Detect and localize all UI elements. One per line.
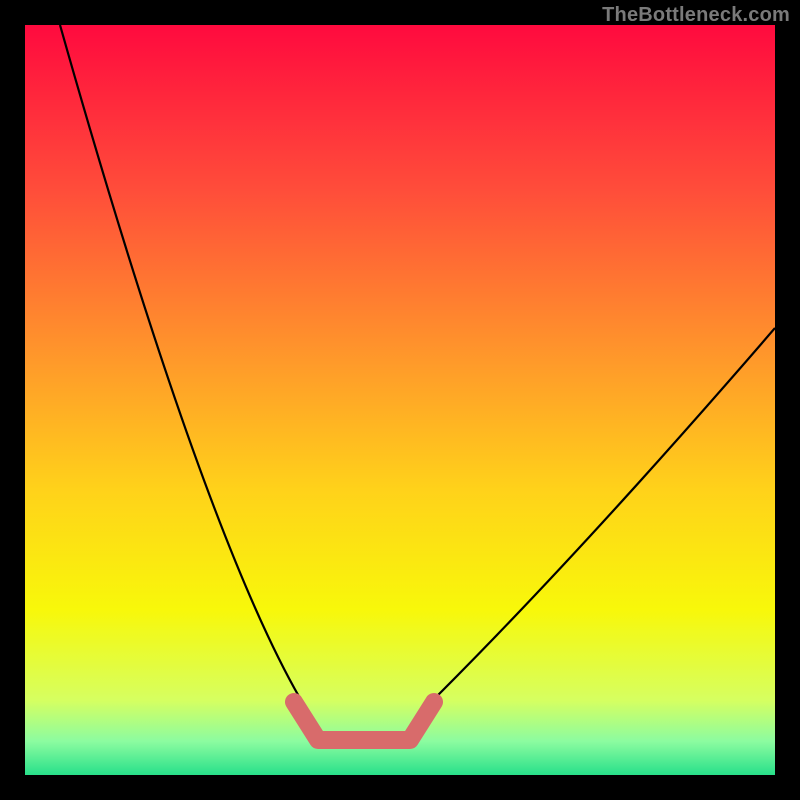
chart-stage: TheBottleneck.com	[0, 0, 800, 800]
plot-area	[25, 25, 775, 775]
chart-svg	[0, 0, 800, 800]
watermark-text: TheBottleneck.com	[602, 4, 790, 27]
